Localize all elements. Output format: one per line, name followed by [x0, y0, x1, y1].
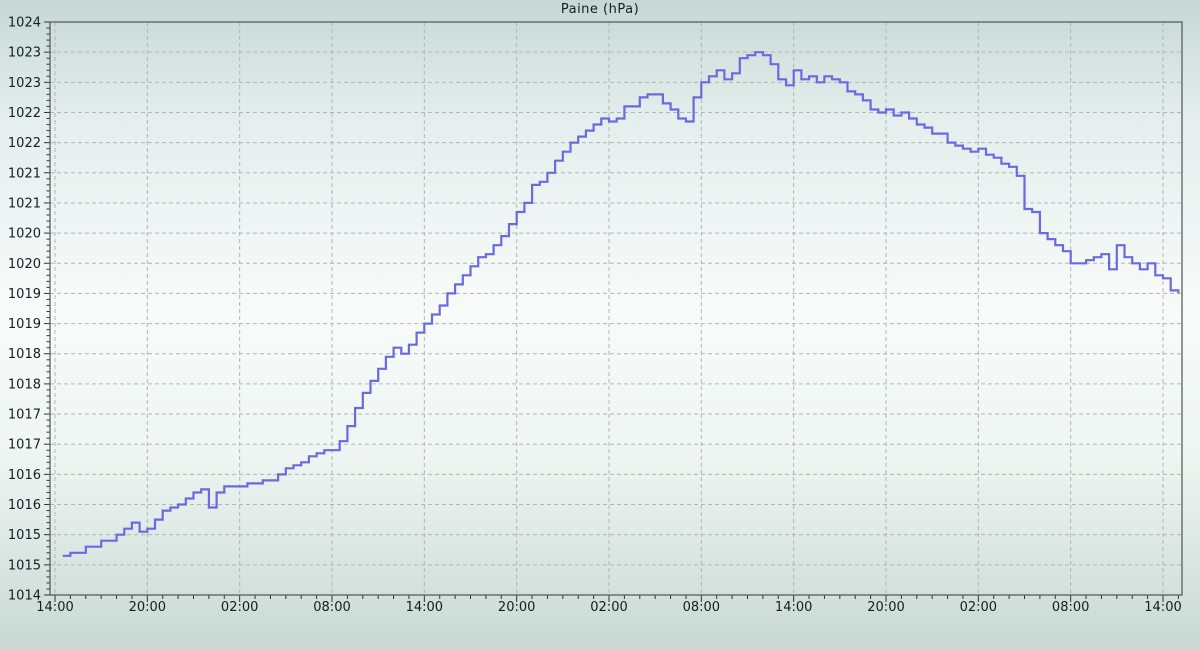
- x-tick-label: 02:00: [221, 600, 258, 615]
- y-tick-label: 1021: [8, 196, 41, 211]
- x-tick-label: 14:00: [36, 600, 73, 615]
- x-tick-label: 14:00: [406, 600, 443, 615]
- y-tick-label: 1018: [8, 377, 41, 392]
- y-tick-label: 1014: [8, 589, 41, 604]
- y-tick-label: 1023: [8, 76, 41, 91]
- y-tick-labels: 1024 1023 1023 1022 1022 1021 1021 1020 1020 1019…: [8, 16, 41, 604]
- y-tick-label: 1021: [8, 166, 41, 181]
- y-tick-label: 1022: [8, 136, 41, 151]
- chart-title: Paine (hPa): [560, 2, 640, 17]
- x-tick-label: 14:00: [775, 600, 812, 615]
- x-axis-ticks: [54, 595, 1179, 602]
- y-tick-label: 1019: [8, 317, 41, 332]
- y-tick-label: 1015: [8, 528, 41, 543]
- y-tick-label: 1018: [8, 347, 41, 362]
- x-tick-label: 02:00: [960, 600, 997, 615]
- y-tick-label: 1020: [8, 227, 41, 242]
- y-tick-label: 1022: [8, 106, 41, 121]
- pressure-trace: [62, 51, 1180, 557]
- x-tick-label: 20:00: [129, 600, 166, 615]
- y-tick-label: 1017: [8, 438, 41, 453]
- x-tick-label: 20:00: [867, 600, 904, 615]
- x-tick-labels: 14:00 20:00 02:00 08:00 14:00 20:00 02:00 08:00…: [36, 600, 1181, 615]
- y-tick-label: 1020: [8, 257, 41, 272]
- plot-border: [49, 21, 1183, 596]
- x-tick-label: 02:00: [590, 600, 627, 615]
- y-tick-label: 1015: [8, 558, 41, 573]
- x-tick-label: 08:00: [683, 600, 720, 615]
- y-tick-label: 1016: [8, 468, 41, 483]
- y-tick-label: 1023: [8, 46, 41, 61]
- y-tick-label: 1017: [8, 408, 41, 423]
- y-tick-label: 1016: [8, 498, 41, 513]
- x-tick-label: 20:00: [498, 600, 535, 615]
- x-tick-label: 08:00: [1052, 600, 1089, 615]
- y-tick-label: 1024: [8, 16, 41, 31]
- x-gridlines: [54, 22, 1164, 595]
- x-tick-label: 14:00: [1144, 600, 1181, 615]
- y-gridlines: [50, 21, 1182, 596]
- y-tick-label: 1019: [8, 287, 41, 302]
- y-axis-ticks: [44, 21, 50, 596]
- x-tick-label: 08:00: [313, 600, 350, 615]
